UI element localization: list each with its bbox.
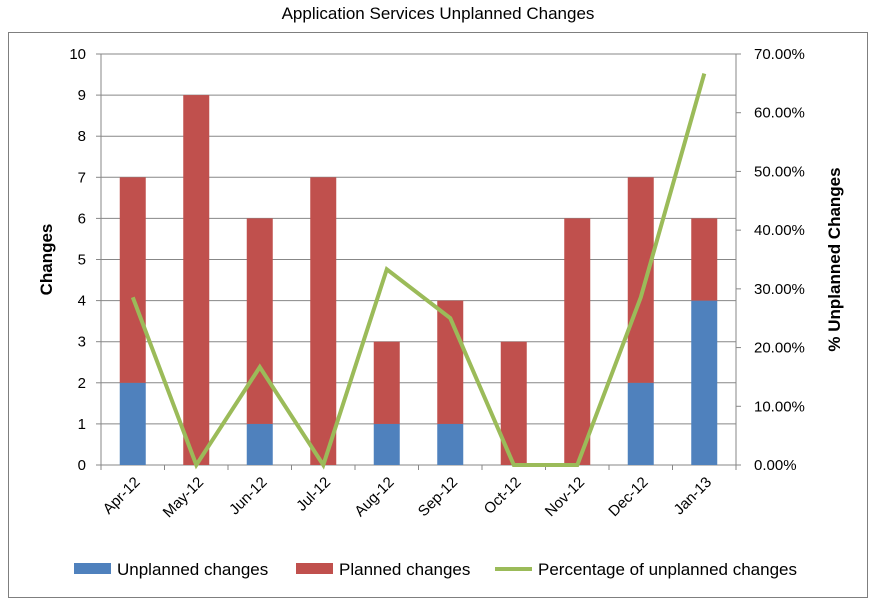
legend-label-unplanned-changes: Unplanned changes <box>117 560 268 579</box>
y2-tick-label: 40.00% <box>754 222 805 239</box>
bars <box>119 95 718 466</box>
bar-planned-changes <box>183 95 210 465</box>
y2-tick-label: 70.00% <box>754 46 805 63</box>
legend-label-percentage-of-unplanned-changes: Percentage of unplanned changes <box>538 560 797 579</box>
bar-planned-changes <box>373 341 400 424</box>
bar-planned-changes <box>691 218 718 301</box>
bar-planned-changes <box>627 177 654 383</box>
y-tick-label: 9 <box>78 87 86 104</box>
bar-unplanned-changes <box>627 382 654 465</box>
x-tick-label: May-12 <box>160 474 207 521</box>
bar-planned-changes <box>310 177 337 466</box>
bar-unplanned-changes <box>691 300 718 465</box>
y-tick-label: 4 <box>78 293 86 310</box>
x-tick-label: Aug-12 <box>351 474 397 520</box>
y-tick-label: 8 <box>78 128 86 145</box>
y2-axis-title: % Unplanned Changes <box>825 167 844 351</box>
y-tick-label: 1 <box>78 416 86 433</box>
y-tick-label: 2 <box>78 375 86 392</box>
y2-tick-label: 50.00% <box>754 163 805 180</box>
bar-planned-changes <box>564 218 591 465</box>
y2-tick-label: 20.00% <box>754 340 805 357</box>
y-tick-label: 6 <box>78 210 86 227</box>
y-tick-label: 3 <box>78 334 86 351</box>
legend: Unplanned changes Planned changes Percenta… <box>74 560 797 579</box>
x-tick-label: Sep-12 <box>415 474 461 520</box>
legend-swatch-unplanned-changes <box>74 563 111 574</box>
x-tick-label: Oct-12 <box>481 474 525 518</box>
y2-tick-label: 10.00% <box>754 398 805 415</box>
line-percentage-of-unplanned-changes <box>130 73 707 470</box>
y2-tick-label: 0.00% <box>754 457 797 474</box>
x-tick-label: Nov-12 <box>542 474 588 520</box>
chart-frame <box>8 32 868 598</box>
x-tick-label: Jun-12 <box>226 474 270 518</box>
bar-unplanned-changes <box>437 423 464 465</box>
chart-title: Application Services Unplanned Changes <box>281 4 595 23</box>
x-tick-label: Dec-12 <box>605 474 651 520</box>
x-tick-label: Jan-13 <box>671 474 715 518</box>
x-tick-label: Apr-12 <box>100 474 144 518</box>
x-tick-label: Jul-12 <box>293 474 334 515</box>
y-tick-label: 7 <box>78 169 86 186</box>
y2-tick-label: 30.00% <box>754 281 805 298</box>
bar-unplanned-changes <box>246 423 273 465</box>
y-tick-label: 10 <box>69 46 86 63</box>
y-tick-label: 0 <box>78 457 86 474</box>
percentage-line <box>130 73 707 470</box>
y2-tick-label: 60.00% <box>754 105 805 122</box>
bar-unplanned-changes <box>119 382 146 465</box>
bar-planned-changes <box>246 218 273 424</box>
bar-unplanned-changes <box>373 423 400 465</box>
y-tick-label: 5 <box>78 252 86 269</box>
y-axis-title: Changes <box>37 224 56 296</box>
legend-label-planned-changes: Planned changes <box>339 560 470 579</box>
legend-swatch-planned-changes <box>296 563 333 574</box>
bar-planned-changes <box>119 177 146 383</box>
